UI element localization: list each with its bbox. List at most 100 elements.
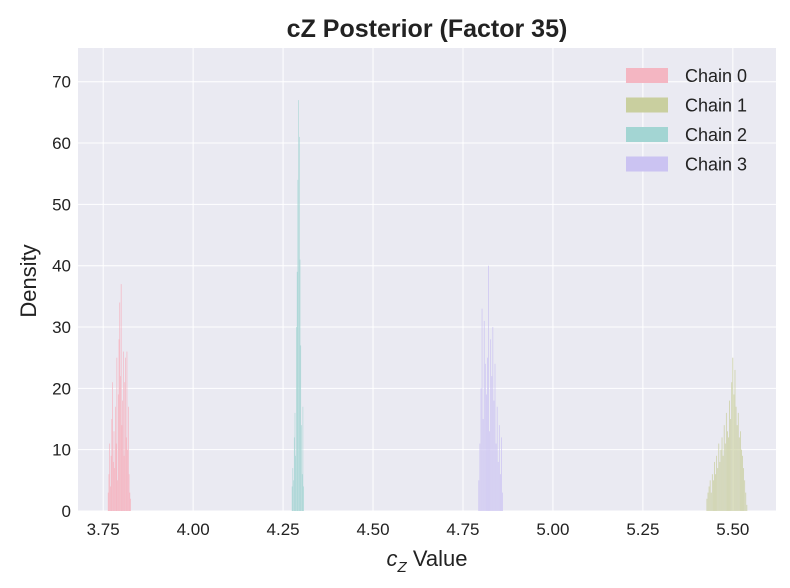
legend-swatch — [626, 97, 668, 113]
histogram-bar — [128, 474, 130, 511]
histogram-bar — [299, 136, 300, 511]
histogram-bar — [708, 486, 710, 511]
y-tick-label: 60 — [52, 134, 71, 153]
histogram-bar — [130, 498, 131, 511]
x-tick-label: 5.50 — [716, 520, 749, 539]
histogram-bar — [124, 382, 126, 511]
y-axis-label: Density — [16, 244, 41, 317]
x-tick-label: 5.00 — [536, 520, 569, 539]
histogram-bar — [478, 480, 480, 511]
legend-label: Chain 0 — [685, 66, 747, 86]
histogram-bar — [119, 302, 121, 511]
histogram-bar — [115, 443, 117, 511]
y-tick-label: 20 — [52, 379, 71, 398]
histogram-bar — [737, 412, 739, 511]
histogram-bar — [498, 425, 500, 511]
histogram-bar — [723, 425, 725, 511]
x-tick-label: 4.00 — [177, 520, 210, 539]
histogram-bar — [494, 363, 496, 511]
histogram-bar — [294, 412, 296, 511]
histogram-bar — [303, 486, 304, 511]
histogram-bar — [107, 492, 109, 511]
histogram-bar — [115, 406, 116, 511]
histogram-bar — [110, 455, 112, 511]
legend-label: Chain 2 — [685, 125, 747, 145]
x-axis-ticks: 3.75 4.00 4.25 4.50 4.75 5.00 5.25 5.50 — [87, 520, 750, 539]
histogram-bar — [293, 480, 294, 511]
histogram-bar — [725, 412, 727, 511]
histogram-bar — [118, 339, 120, 511]
histogram-bars — [107, 100, 748, 512]
histogram-bar — [724, 443, 726, 511]
histogram-bar — [735, 406, 737, 511]
histogram-bar — [501, 437, 502, 511]
histogram-bar — [716, 455, 718, 511]
histogram-bar — [492, 327, 494, 511]
histogram-bar — [125, 357, 126, 511]
x-tick-label: 4.50 — [356, 520, 389, 539]
histogram-bar — [717, 468, 719, 511]
histogram-bar — [117, 394, 119, 511]
chart-title: cZ Posterior (Factor 35) — [287, 15, 568, 43]
histogram-bar — [495, 443, 497, 511]
histogram-bar — [293, 437, 295, 511]
histogram-bar — [295, 455, 297, 511]
grid-lines — [78, 48, 776, 512]
histogram-bar — [292, 468, 294, 511]
y-tick-label: 40 — [52, 257, 71, 276]
histogram-bar — [112, 382, 113, 511]
histogram-bar — [713, 480, 714, 511]
histogram-bar — [485, 394, 487, 511]
plot-background — [78, 48, 776, 511]
histogram-bar — [488, 265, 489, 511]
histogram-bar — [299, 259, 301, 511]
histogram-bar — [116, 357, 118, 511]
histogram-bar — [743, 468, 744, 511]
histogram-bar — [489, 431, 490, 511]
histogram-bar — [733, 394, 735, 511]
histogram-bar — [736, 425, 738, 511]
series-chain-3 — [478, 265, 503, 511]
histogram-bar — [745, 492, 747, 511]
histogram-bar — [480, 388, 482, 511]
histogram-bar — [120, 376, 121, 511]
series-chain-2 — [291, 100, 304, 512]
x-tick-label: 3.75 — [87, 520, 120, 539]
histogram-bar — [126, 351, 128, 511]
histogram-bar — [482, 419, 484, 511]
histogram-bar — [123, 455, 125, 511]
histogram-bar — [707, 492, 709, 511]
histogram-bar — [121, 425, 123, 511]
histogram-bar — [113, 431, 115, 511]
histogram-bar — [296, 327, 297, 511]
histogram-bar — [484, 363, 486, 511]
legend: Chain 0 Chain 1 Chain 2 Chain 3 — [626, 66, 747, 175]
y-axis-ticks: 0 10 20 30 40 50 60 70 — [52, 73, 71, 521]
histogram-bar — [300, 345, 302, 511]
histogram-bar — [734, 369, 736, 511]
histogram-bar — [479, 443, 481, 511]
x-tick-label: 5.25 — [626, 520, 659, 539]
histogram-bar — [502, 492, 503, 511]
histogram-bar — [718, 443, 720, 511]
histogram-bar — [706, 498, 708, 511]
histogram-bar — [302, 406, 304, 511]
histogram-bar — [491, 376, 493, 511]
histogram-bar — [127, 406, 129, 511]
histogram-bar — [742, 455, 743, 511]
y-tick-label: 30 — [52, 318, 71, 337]
histogram-bar — [125, 437, 127, 511]
legend-label: Chain 1 — [685, 96, 747, 116]
histogram-bar — [721, 437, 723, 511]
histogram-bar — [731, 382, 733, 511]
histogram-bar — [109, 443, 111, 511]
histogram-bar — [114, 468, 116, 511]
histogram-bar — [719, 461, 721, 511]
y-tick-label: 50 — [52, 195, 71, 214]
histogram-bar — [493, 400, 495, 511]
y-tick-label: 0 — [62, 502, 71, 521]
histogram-bar — [729, 400, 730, 511]
y-tick-label: 70 — [52, 73, 71, 92]
histogram-bar — [296, 271, 298, 511]
histogram-bar — [740, 431, 741, 511]
